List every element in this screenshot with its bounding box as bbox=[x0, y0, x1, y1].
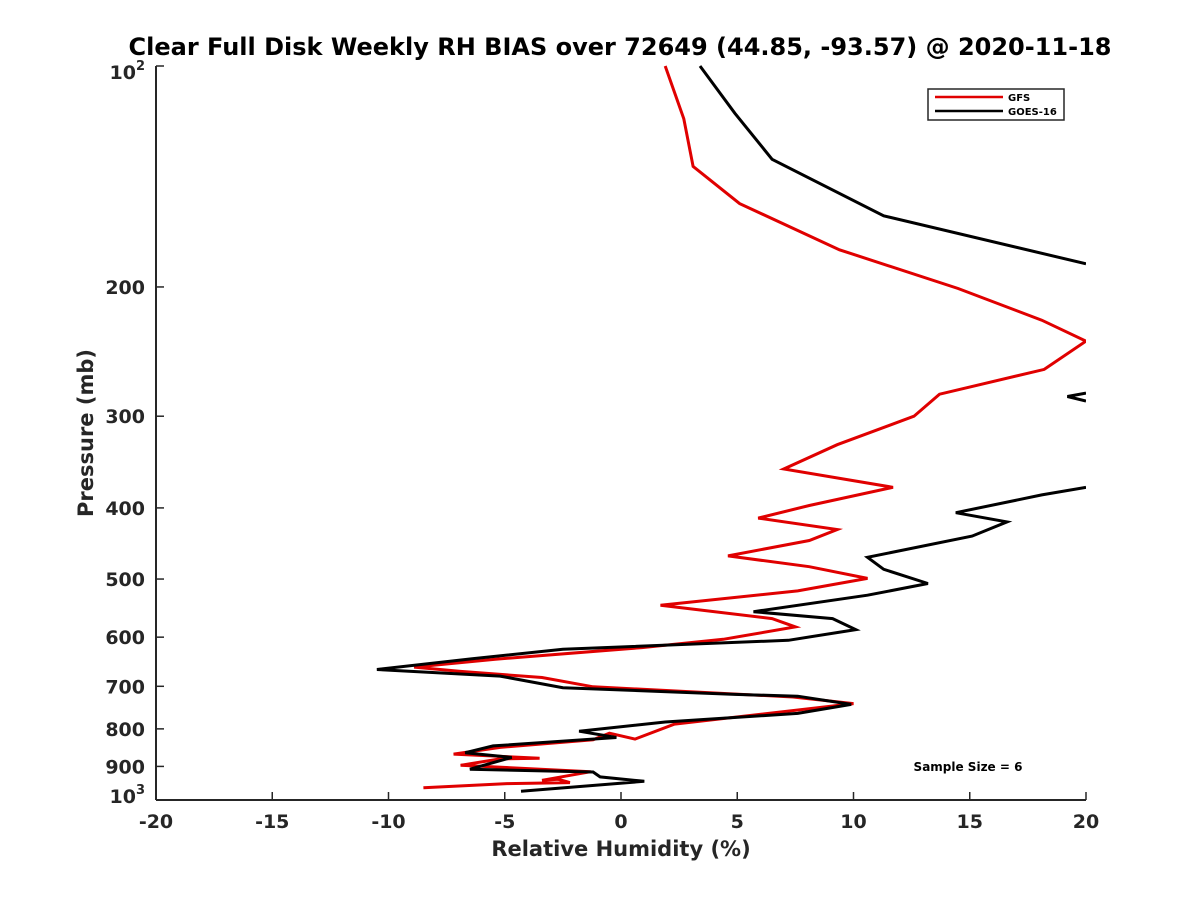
legend-label-gfs: GFS bbox=[1008, 93, 1030, 104]
y-tick-label: 800 bbox=[105, 719, 145, 741]
x-tick-label: -15 bbox=[255, 811, 289, 833]
series-line-goes16 bbox=[376, 485, 1086, 793]
x-tick-label: -10 bbox=[371, 811, 405, 833]
legend-label-goes16: GOES-16 bbox=[1008, 107, 1057, 118]
x-tick-label: 20 bbox=[1073, 811, 1099, 833]
legend: GFS GOES-16 bbox=[927, 88, 1065, 121]
x-tick-label: 5 bbox=[731, 811, 744, 833]
y-tick-label: 300 bbox=[105, 406, 145, 428]
y-ticks: 102 200 300 400 500 600 700 800 900 103 bbox=[105, 59, 164, 808]
x-tick-label: -5 bbox=[494, 811, 515, 833]
x-tick-label: 0 bbox=[614, 811, 627, 833]
sample-size-note: Sample Size = 6 bbox=[914, 760, 1023, 774]
x-ticks: -20 -15 -10 -5 0 5 10 15 20 bbox=[139, 792, 1099, 833]
series-line-gfs bbox=[413, 65, 1086, 790]
chart-title: Clear Full Disk Weekly RH BIAS over 7264… bbox=[129, 33, 1112, 61]
x-tick-label: -20 bbox=[139, 811, 173, 833]
x-tick-label: 15 bbox=[957, 811, 983, 833]
y-tick-label: 900 bbox=[105, 756, 145, 778]
series-lines bbox=[376, 65, 1086, 793]
plot-area: -20 -15 -10 -5 0 5 10 15 20 102 200 300 400 500 600 70… bbox=[105, 59, 1099, 833]
y-axis-label: Pressure (mb) bbox=[74, 349, 98, 517]
y-tick-label: 200 bbox=[105, 277, 145, 299]
y-tick-label: 102 bbox=[110, 59, 146, 84]
x-tick-label: 10 bbox=[840, 811, 866, 833]
y-tick-label: 500 bbox=[105, 569, 145, 591]
legend-box bbox=[927, 88, 1065, 121]
series-line-goes16 bbox=[698, 65, 1086, 266]
y-tick-label: 400 bbox=[105, 498, 145, 520]
y-tick-label: 600 bbox=[105, 627, 145, 649]
series-line-goes16 bbox=[1067, 391, 1086, 403]
y-tick-label: 700 bbox=[105, 676, 145, 698]
y-tick-label: 103 bbox=[110, 783, 146, 808]
x-axis-label: Relative Humidity (%) bbox=[491, 837, 750, 861]
